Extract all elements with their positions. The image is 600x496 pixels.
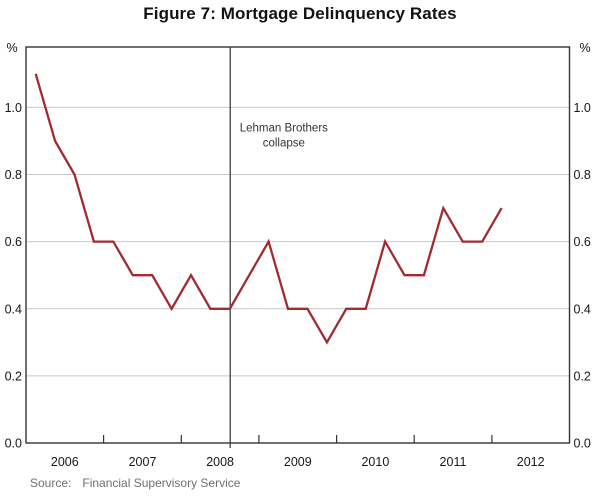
y-tick-label-left: 0.2 bbox=[5, 369, 22, 383]
y-tick-label-right: 0.0 bbox=[574, 437, 591, 451]
source-row: Source: Financial Supervisory Service bbox=[30, 476, 240, 490]
x-tick-label: 2007 bbox=[129, 455, 157, 469]
plot-border bbox=[25, 46, 571, 444]
y-tick-label-left: 0.6 bbox=[5, 235, 22, 249]
unit-label-right: % bbox=[579, 41, 590, 55]
x-tick-label: 2008 bbox=[206, 455, 234, 469]
y-tick-label-right: 0.2 bbox=[574, 369, 591, 383]
x-tick-label: 2010 bbox=[361, 455, 389, 469]
y-tick-label-right: 1.0 bbox=[574, 101, 591, 115]
event-annotation-line: collapse bbox=[263, 137, 305, 149]
x-tick-label: 2006 bbox=[51, 455, 79, 469]
y-tick-label-left: 1.0 bbox=[5, 101, 22, 115]
unit-label-left: % bbox=[6, 41, 17, 55]
x-tick-label: 2009 bbox=[284, 455, 312, 469]
source-text: Financial Supervisory Service bbox=[82, 476, 241, 490]
y-tick-label-left: 0.0 bbox=[5, 437, 22, 451]
x-tick-label: 2012 bbox=[517, 455, 545, 469]
x-tick-label: 2011 bbox=[440, 455, 467, 469]
chart-title: Figure 7: Mortgage Delinquency Rates bbox=[143, 4, 457, 23]
y-tick-label-right: 0.4 bbox=[574, 302, 591, 316]
event-annotation-line: Lehman Brothers bbox=[240, 123, 328, 135]
y-tick-label-right: 0.8 bbox=[574, 168, 591, 182]
source-label: Source: bbox=[30, 476, 72, 490]
y-tick-label-right: 0.6 bbox=[574, 235, 591, 249]
y-tick-label-left: 0.8 bbox=[5, 168, 22, 182]
series-line bbox=[34, 73, 503, 345]
y-tick-label-left: 0.4 bbox=[5, 302, 22, 316]
